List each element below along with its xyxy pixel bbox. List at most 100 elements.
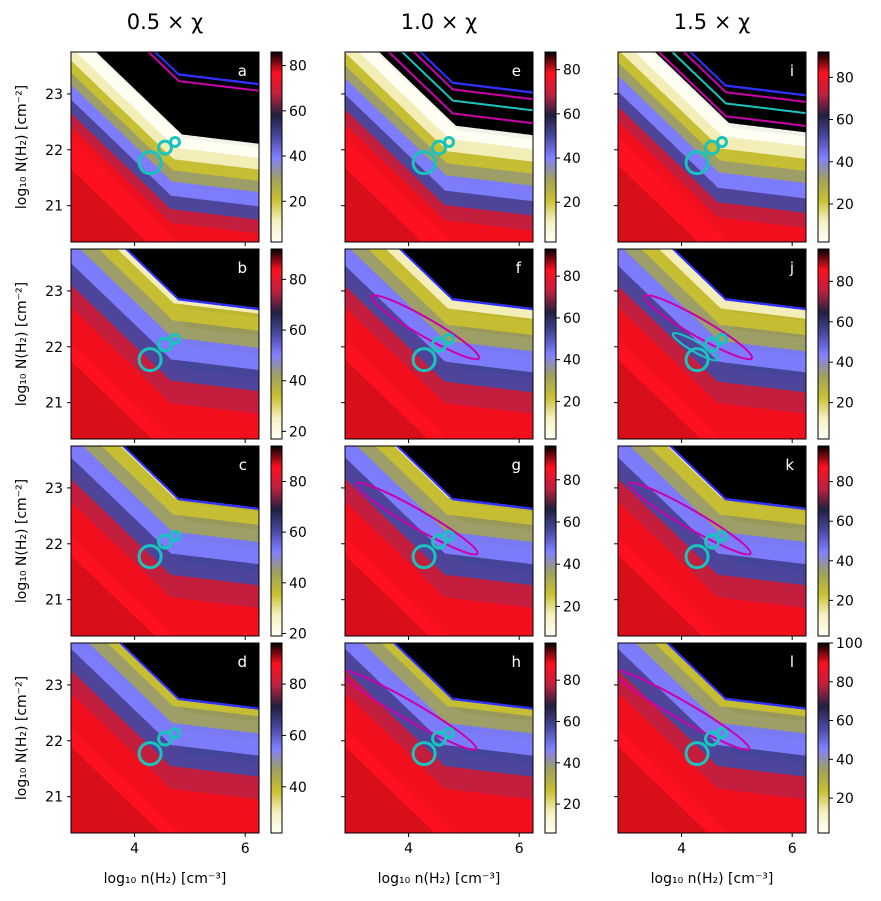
colorbar-tick-label: 20 xyxy=(289,626,307,642)
colorbar xyxy=(817,51,830,243)
x-tick-label: 4 xyxy=(404,841,413,857)
panel-a: a 21 22 23 20 40 60 80 xyxy=(45,51,307,246)
panel-frame xyxy=(70,51,260,243)
panel-i: i 20 40 60 80 xyxy=(614,51,854,246)
colorbar-tick-label: 80 xyxy=(836,274,854,290)
heat-high-region xyxy=(398,446,533,508)
panel-label: j xyxy=(789,259,794,277)
panel-label: c xyxy=(239,456,247,474)
heat-low-region xyxy=(618,339,722,439)
colorbar xyxy=(544,248,557,440)
y-axis-label-2: log₁₀ N(H₂) [cm⁻²] xyxy=(14,282,30,406)
colorbar-tick-label: 80 xyxy=(289,474,307,490)
cyan-circle-2 xyxy=(431,533,447,550)
cyan-circle-3 xyxy=(443,727,455,739)
cyan-contour-1 xyxy=(400,52,533,112)
y-tick-label: 22 xyxy=(45,143,63,159)
panel-g: g 20 40 60 80 xyxy=(341,445,581,640)
heat-low-region xyxy=(345,728,463,833)
panel-label: d xyxy=(237,653,247,671)
colorbar xyxy=(270,445,283,637)
colorbar-tick-label: 40 xyxy=(836,155,854,171)
colorbar-tick-label: 80 xyxy=(836,675,854,691)
colorbar-tick-label: 20 xyxy=(563,195,581,211)
heat-band-1 xyxy=(345,471,533,636)
heat-low-region xyxy=(345,536,449,636)
colorbar-tick-label: 20 xyxy=(289,424,307,440)
panel-frame xyxy=(344,51,534,243)
panel-frame xyxy=(617,642,807,834)
panel-frame xyxy=(70,248,260,440)
upper-edge-line xyxy=(124,249,259,311)
heat-low-region xyxy=(618,536,722,636)
upper-edge-line xyxy=(395,446,533,511)
colorbar-tick-label: 80 xyxy=(289,677,307,693)
heat-band-1 xyxy=(345,275,533,439)
colorbar-tick-label: 60 xyxy=(563,515,581,531)
cyan-circle-1 xyxy=(137,150,163,176)
x-axis-label-1: log₁₀ n(H₂) [cm⁻³] xyxy=(104,871,227,887)
panel-k: k 20 40 60 80 xyxy=(614,445,854,640)
cyan-circle-1 xyxy=(684,347,710,373)
panel-label: h xyxy=(511,653,521,671)
cyan-circle-1 xyxy=(411,150,437,176)
colorbar-tick-label: 40 xyxy=(289,149,307,165)
magenta-contour-ellipse xyxy=(643,294,754,361)
panel-label: l xyxy=(790,653,794,671)
x-tick-label: 6 xyxy=(515,841,524,857)
cyan-circle-1 xyxy=(137,347,163,373)
heat-band-1 xyxy=(71,277,259,439)
heat-low-region xyxy=(71,342,172,439)
colorbar xyxy=(544,51,557,243)
colorbar-tick-label: 100 xyxy=(836,636,863,652)
heat-low-region xyxy=(618,136,740,242)
upper-edge-line xyxy=(153,52,259,86)
cyan-circle-2 xyxy=(704,730,720,747)
colorbar-tick-label: 40 xyxy=(836,355,854,371)
colorbar-tick-label: 80 xyxy=(836,475,854,491)
cyan-circle-3 xyxy=(716,530,728,542)
colorbar-tick-label: 40 xyxy=(289,780,307,796)
heat-low-region xyxy=(71,536,175,636)
cyan-circle-3 xyxy=(443,333,455,345)
heat-high-region xyxy=(127,249,259,308)
cyan-circle-2 xyxy=(431,336,447,353)
cyan-circle-3 xyxy=(716,136,728,148)
heat-high-region xyxy=(156,52,259,83)
y-tick-label: 21 xyxy=(45,790,63,806)
colorbar-tick-label: 60 xyxy=(836,315,854,331)
cyan-circle-2 xyxy=(157,730,173,747)
cyan-circle-2 xyxy=(704,139,720,156)
colorbar-tick-label: 60 xyxy=(289,728,307,744)
panel-frame xyxy=(344,248,534,440)
cyan-circle-1 xyxy=(137,544,163,570)
colorbar-tick-label: 40 xyxy=(563,557,581,573)
heat-band-1 xyxy=(618,471,806,636)
colorbar-tick-label: 40 xyxy=(289,374,307,390)
panel-label: a xyxy=(238,62,247,80)
panel-frame xyxy=(344,445,534,637)
cyan-circle-3 xyxy=(716,333,728,345)
colorbar xyxy=(270,642,283,834)
column-title-2: 1.0 × χ xyxy=(401,10,477,34)
heat-high-region xyxy=(668,643,806,708)
cyan-circle-2 xyxy=(704,336,720,353)
colorbar-tick-label: 80 xyxy=(563,269,581,285)
panel-frame xyxy=(617,248,807,440)
x-axis-label-2: log₁₀ n(H₂) [cm⁻³] xyxy=(378,871,501,887)
colorbar-tick-label: 40 xyxy=(563,353,581,369)
cyan-circle-3 xyxy=(169,136,181,148)
upper-edge-line xyxy=(689,52,806,97)
colorbar-tick-label: 40 xyxy=(563,756,581,772)
upper-edge-line xyxy=(671,249,806,311)
panel-label: i xyxy=(790,62,794,80)
magenta-contour-ellipse xyxy=(628,481,752,556)
panel-label: k xyxy=(785,456,794,474)
heat-low-region xyxy=(345,339,449,439)
colorbar-tick-label: 80 xyxy=(836,70,854,86)
heat-high-region xyxy=(674,249,806,308)
cyan-circle-1 xyxy=(684,544,710,570)
colorbar-tick-label: 60 xyxy=(289,323,307,339)
colorbar-tick-label: 80 xyxy=(289,59,307,75)
